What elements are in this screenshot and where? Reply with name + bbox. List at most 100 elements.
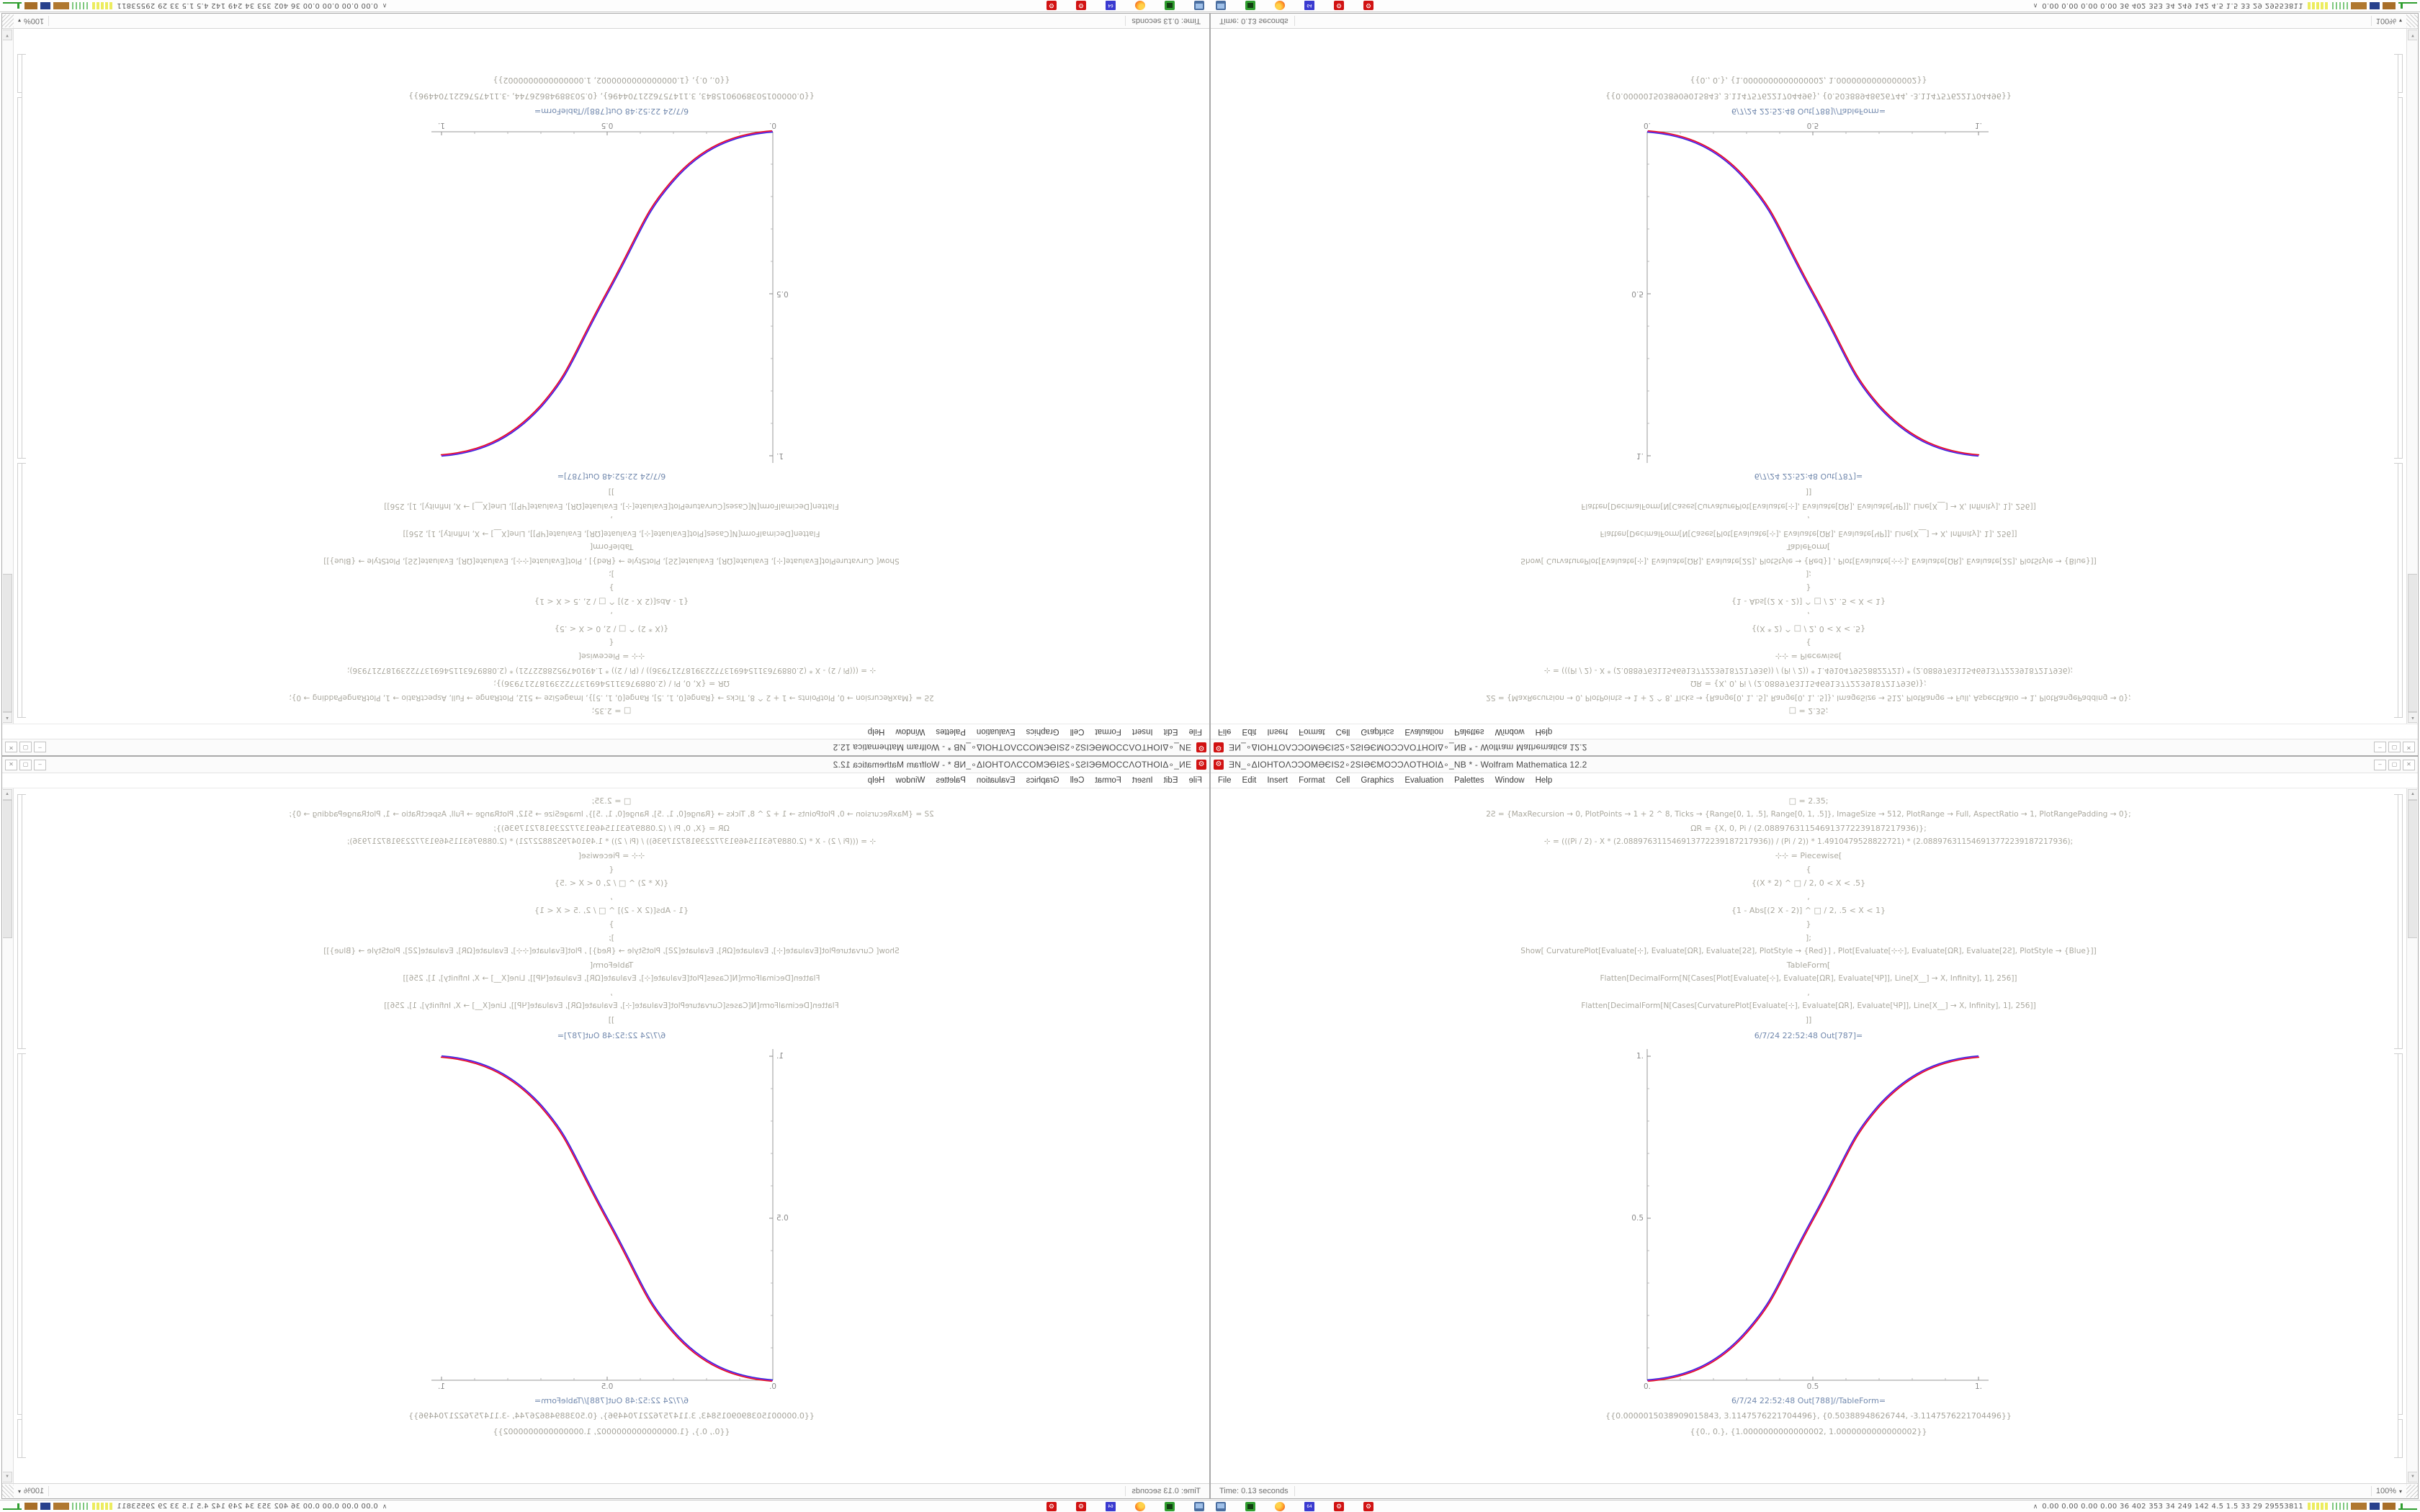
cell-bracket[interactable] <box>2394 1053 2398 1458</box>
disk-mount-icon[interactable] <box>1245 1501 1255 1511</box>
tray-expand-icon[interactable]: ∧ <box>2033 1502 2038 1510</box>
cell-bracket[interactable] <box>2394 794 2398 1049</box>
display-capture-icon[interactable] <box>1216 1 1226 11</box>
menu-edit[interactable]: Edit <box>1242 727 1257 736</box>
minimize-button[interactable]: – <box>2374 759 2386 770</box>
vertical-scrollbar[interactable]: ▲ ▼ <box>3 29 14 724</box>
display-capture-icon[interactable] <box>1194 1 1204 11</box>
magnification-dropdown[interactable]: 100% ▾ <box>2370 16 2406 26</box>
menu-palettes[interactable]: Palettes <box>936 776 966 785</box>
firefox-icon[interactable] <box>1275 1 1285 11</box>
window-titlebar[interactable]: ⚙ ƎN_∘ΔIOHTOΛƆƆOMƏЄIS2∘2SIƏЄMOƆƆΛOTHOIΔ∘… <box>1211 757 2418 773</box>
floppy-64-icon[interactable]: 64 <box>1304 1 1314 11</box>
menu-help[interactable]: Help <box>867 776 885 785</box>
menu-file[interactable]: File <box>1188 776 1202 785</box>
menu-cell[interactable]: Cell <box>1335 776 1350 785</box>
magnification-dropdown[interactable]: 100% ▾ <box>14 1486 50 1496</box>
menu-window[interactable]: Window <box>1494 727 1525 736</box>
menu-palettes[interactable]: Palettes <box>936 727 966 736</box>
menu-graphics[interactable]: Graphics <box>1361 776 1394 785</box>
mathematica-kernel-icon[interactable]: ⚙ <box>1363 1 1373 11</box>
magnification-dropdown[interactable]: 100% ▾ <box>14 16 50 26</box>
scroll-down-arrow-icon[interactable]: ▼ <box>2408 1472 2417 1482</box>
window-titlebar[interactable]: ⚙ ƎN_∘ΔIOHTOΛƆƆOMƏЄIS2∘2SIƏЄMOƆƆΛOTHOIΔ∘… <box>1211 739 2418 755</box>
mathematica-kernel-icon[interactable]: ⚙ <box>1047 1 1057 11</box>
mathematica-kernel-icon[interactable]: ⚙ <box>1363 1501 1373 1511</box>
menu-palettes[interactable]: Palettes <box>1454 727 1484 736</box>
cell-bracket[interactable] <box>2398 97 2403 459</box>
menu-edit[interactable]: Edit <box>1163 776 1178 785</box>
cell-bracket[interactable] <box>2398 1053 2403 1415</box>
mathematica-kernel-icon[interactable]: ⚙ <box>1334 1501 1344 1511</box>
scrollbar-thumb[interactable] <box>2408 800 2417 938</box>
firefox-icon[interactable] <box>1135 1501 1145 1511</box>
menu-window[interactable]: Window <box>895 727 926 736</box>
vertical-scrollbar[interactable]: ▲ ▼ <box>2406 29 2417 724</box>
menu-edit[interactable]: Edit <box>1242 776 1257 785</box>
scroll-up-arrow-icon[interactable]: ▲ <box>2408 712 2417 723</box>
scroll-up-arrow-icon[interactable]: ▲ <box>3 712 12 723</box>
cell-bracket[interactable] <box>2398 54 2403 93</box>
menu-evaluation[interactable]: Evaluation <box>1404 776 1444 785</box>
maximize-button[interactable]: ▢ <box>2388 759 2401 770</box>
vertical-scrollbar[interactable]: ▲ ▼ <box>3 788 14 1483</box>
resize-grip[interactable] <box>2406 1485 2418 1498</box>
firefox-icon[interactable] <box>1275 1501 1285 1511</box>
cell-bracket[interactable] <box>22 1053 26 1458</box>
cell-bracket[interactable] <box>22 794 26 1049</box>
menu-window[interactable]: Window <box>1494 776 1525 785</box>
menu-evaluation[interactable]: Evaluation <box>1404 727 1444 736</box>
menu-palettes[interactable]: Palettes <box>1454 776 1484 785</box>
cell-bracket[interactable] <box>17 794 22 1049</box>
close-button[interactable]: ✕ <box>5 759 17 770</box>
mathematica-kernel-icon[interactable]: ⚙ <box>1047 1501 1057 1511</box>
cell-bracket[interactable] <box>17 463 22 718</box>
cell-bracket[interactable] <box>22 54 26 459</box>
window-titlebar[interactable]: ⚙ ƎN_∘ΔIOHTOΛƆƆOMƏЄIS2∘2SIƏЄMOƆƆΛOTHOIΔ∘… <box>2 757 1209 773</box>
floppy-64-icon[interactable]: 64 <box>1106 1 1116 11</box>
disk-mount-icon[interactable] <box>1165 1501 1175 1511</box>
cell-bracket[interactable] <box>22 463 26 718</box>
resize-grip[interactable] <box>2 1485 14 1498</box>
menu-evaluation[interactable]: Evaluation <box>976 727 1016 736</box>
window-titlebar[interactable]: ⚙ ƎN_∘ΔIOHTOΛƆƆOMƏЄIS2∘2SIƏЄMOƆƆΛOTHOIΔ∘… <box>2 739 1209 755</box>
display-capture-icon[interactable] <box>1194 1501 1204 1511</box>
menu-format[interactable]: Format <box>1299 776 1325 785</box>
scrollbar-thumb[interactable] <box>3 574 12 712</box>
floppy-64-icon[interactable]: 64 <box>1106 1501 1116 1511</box>
cell-bracket[interactable] <box>2398 463 2403 718</box>
menu-evaluation[interactable]: Evaluation <box>976 776 1016 785</box>
floppy-64-icon[interactable]: 64 <box>1304 1501 1314 1511</box>
menu-help[interactable]: Help <box>1535 727 1553 736</box>
scroll-down-arrow-icon[interactable]: ▼ <box>3 30 12 40</box>
close-button[interactable]: ✕ <box>2403 759 2415 770</box>
menu-format[interactable]: Format <box>1299 727 1325 736</box>
menu-cell[interactable]: Cell <box>1070 776 1085 785</box>
cell-bracket[interactable] <box>2394 54 2398 459</box>
cell-bracket[interactable] <box>17 54 22 93</box>
menu-insert[interactable]: Insert <box>1131 776 1153 785</box>
tray-expand-icon[interactable]: ∧ <box>382 1502 387 1510</box>
scroll-up-arrow-icon[interactable]: ▲ <box>2408 789 2417 800</box>
menu-help[interactable]: Help <box>1535 776 1553 785</box>
maximize-button[interactable]: ▢ <box>19 742 32 753</box>
menu-window[interactable]: Window <box>895 776 926 785</box>
maximize-button[interactable]: ▢ <box>19 759 32 770</box>
cell-bracket[interactable] <box>2398 794 2403 1049</box>
menu-graphics[interactable]: Graphics <box>1361 727 1394 736</box>
vertical-scrollbar[interactable]: ▲ ▼ <box>2406 788 2417 1483</box>
disk-mount-icon[interactable] <box>1165 1 1175 11</box>
scrollbar-thumb[interactable] <box>2408 574 2417 712</box>
menu-cell[interactable]: Cell <box>1070 727 1085 736</box>
menu-help[interactable]: Help <box>867 727 885 736</box>
menu-insert[interactable]: Insert <box>1267 776 1289 785</box>
menu-cell[interactable]: Cell <box>1335 727 1350 736</box>
menu-graphics[interactable]: Graphics <box>1026 727 1059 736</box>
tray-expand-icon[interactable]: ∧ <box>382 2 387 10</box>
firefox-icon[interactable] <box>1135 1 1145 11</box>
magnification-dropdown[interactable]: 100% ▾ <box>2370 1486 2406 1496</box>
close-button[interactable]: ✕ <box>5 742 17 753</box>
scroll-down-arrow-icon[interactable]: ▼ <box>2408 30 2417 40</box>
tray-expand-icon[interactable]: ∧ <box>2033 2 2038 10</box>
menu-file[interactable]: File <box>1188 727 1202 736</box>
